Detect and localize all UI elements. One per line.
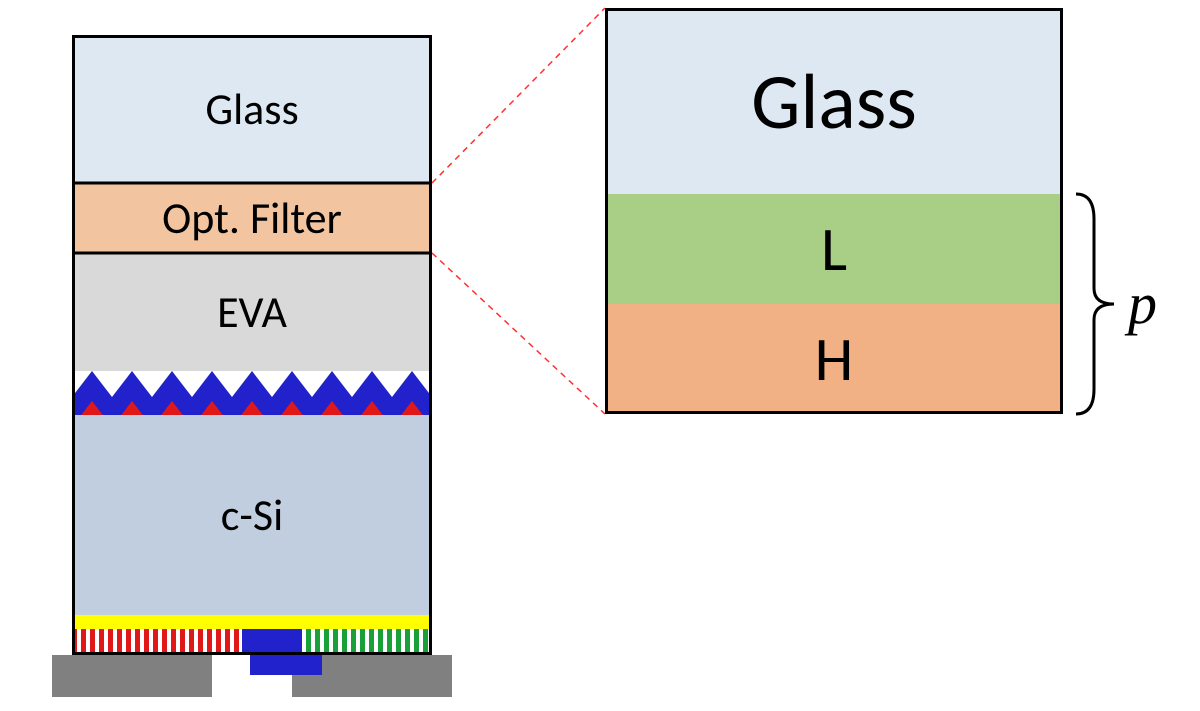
left-layer-csi: c-Si (72, 415, 432, 615)
base-grey-left (52, 655, 212, 697)
left-hatch-bar (72, 629, 432, 655)
diagram-canvas: Glass Opt. Filter EVA c-Si Glass L H p (0, 0, 1200, 711)
right-stack-border (605, 8, 1063, 414)
left-label-eva: EVA (217, 285, 287, 339)
left-label-opt-filter: Opt. Filter (162, 191, 342, 245)
left-label-csi: c-Si (221, 488, 283, 542)
brace-p (1074, 192, 1124, 426)
left-yellow-bar (72, 615, 432, 629)
base-blue-tab (250, 655, 322, 675)
brace-label-p: p (1128, 270, 1157, 337)
left-layer-opt-filter: Opt. Filter (72, 183, 432, 253)
left-layer-glass: Glass (72, 35, 432, 183)
left-label-glass: Glass (205, 82, 298, 136)
left-layer-eva: EVA (72, 253, 432, 371)
